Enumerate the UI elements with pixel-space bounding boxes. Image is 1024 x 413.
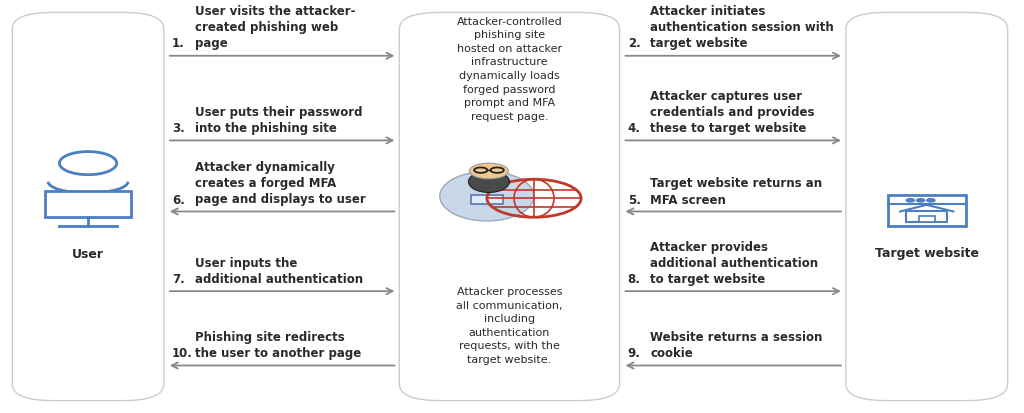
FancyBboxPatch shape (888, 195, 966, 226)
Text: 7.: 7. (172, 273, 184, 286)
FancyBboxPatch shape (906, 211, 947, 222)
Circle shape (906, 199, 914, 202)
Text: 9.: 9. (628, 347, 641, 360)
Ellipse shape (468, 171, 510, 192)
Circle shape (469, 163, 508, 179)
Text: 3.: 3. (172, 122, 184, 135)
FancyBboxPatch shape (12, 12, 164, 401)
Text: Website returns a session
cookie: Website returns a session cookie (650, 331, 822, 360)
Text: 2.: 2. (628, 38, 640, 50)
Text: 4.: 4. (628, 122, 641, 135)
Text: User inputs the
additional authentication: User inputs the additional authenticatio… (195, 257, 362, 286)
FancyBboxPatch shape (471, 195, 504, 204)
Text: User: User (72, 248, 104, 261)
Text: Attacker initiates
authentication session with
target website: Attacker initiates authentication sessio… (650, 5, 834, 50)
Text: 10.: 10. (172, 347, 193, 360)
Text: Target website returns an
MFA screen: Target website returns an MFA screen (650, 178, 822, 206)
Text: User visits the attacker-
created phishing web
page: User visits the attacker- created phishi… (195, 5, 355, 50)
Text: Attacker-controlled
phishing site
hosted on attacker
infrastructure
dynamically : Attacker-controlled phishing site hosted… (457, 17, 562, 122)
Text: 5.: 5. (628, 194, 641, 206)
Text: Phishing site redirects
the user to another page: Phishing site redirects the user to anot… (195, 331, 360, 360)
Ellipse shape (440, 171, 535, 221)
Text: 8.: 8. (628, 273, 641, 286)
Text: 6.: 6. (172, 194, 185, 206)
Text: 1.: 1. (172, 38, 184, 50)
Text: Attacker processes
all communication,
including
authentication
requests, with th: Attacker processes all communication, in… (456, 287, 563, 365)
Text: Attacker provides
additional authentication
to target website: Attacker provides additional authenticat… (650, 241, 818, 286)
FancyBboxPatch shape (45, 191, 131, 217)
Text: Attacker dynamically
creates a forged MFA
page and displays to user: Attacker dynamically creates a forged MF… (195, 161, 366, 206)
Text: Target website: Target website (874, 247, 979, 260)
Text: User puts their password
into the phishing site: User puts their password into the phishi… (195, 106, 362, 135)
FancyBboxPatch shape (399, 12, 620, 401)
FancyBboxPatch shape (846, 12, 1008, 401)
FancyBboxPatch shape (919, 216, 935, 222)
Text: Attacker captures user
credentials and provides
these to target website: Attacker captures user credentials and p… (650, 90, 815, 135)
Circle shape (916, 199, 925, 202)
Circle shape (927, 199, 935, 202)
